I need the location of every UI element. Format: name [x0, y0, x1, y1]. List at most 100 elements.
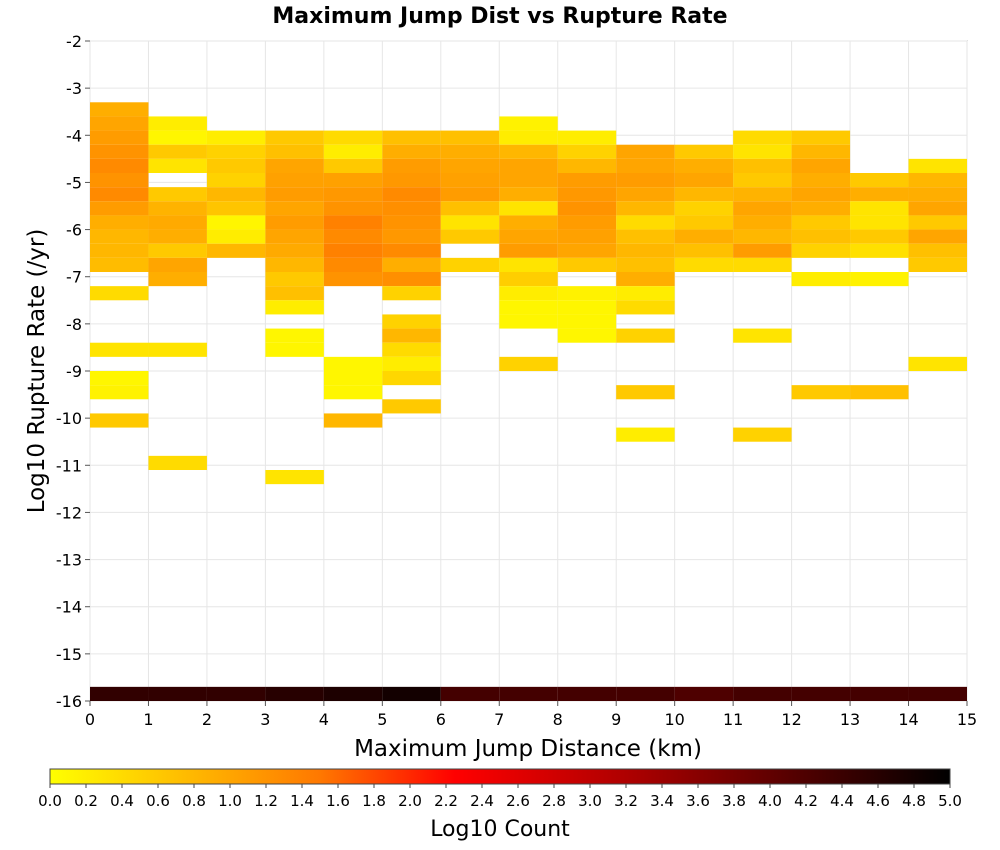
heatmap-cell [382, 272, 441, 287]
heatmap-cell [206, 215, 266, 230]
colorbar-tick-label: 4.8 [902, 792, 926, 810]
colorbar-tick-label: 0.4 [110, 792, 134, 810]
heatmap-cell [265, 272, 324, 287]
x-tick-label: 12 [781, 710, 801, 729]
heatmap-cell [908, 243, 967, 258]
heatmap-cell [616, 286, 675, 301]
heatmap-cell [850, 201, 909, 216]
heatmap-cell [90, 342, 149, 357]
y-tick-label: -14 [56, 598, 82, 617]
bottom-band-cell [265, 686, 324, 701]
heatmap-cell [499, 243, 558, 258]
heatmap-cell [733, 257, 792, 272]
colorbar-tick-label: 1.6 [326, 792, 350, 810]
y-tick-label: -5 [66, 173, 82, 192]
bottom-band-cell [440, 686, 500, 701]
heatmap-cell [382, 215, 441, 230]
heatmap-cell [557, 187, 617, 202]
heatmap-cell [90, 187, 149, 202]
heatmap-cell [499, 187, 558, 202]
heatmap-cell [148, 243, 207, 258]
heatmap-cell [908, 229, 967, 244]
x-tick-label: 3 [260, 710, 270, 729]
heatmap-cell [148, 201, 207, 216]
heatmap-cell [206, 173, 266, 188]
colorbar-tick-label: 4.6 [866, 792, 890, 810]
heatmap-cell [148, 342, 207, 357]
x-tick-label: 7 [494, 710, 504, 729]
heatmap-cell [908, 187, 967, 202]
heatmap-cell [440, 173, 500, 188]
heatmap-cell [674, 257, 734, 272]
heatmap-cell [323, 144, 383, 159]
heatmap-cell [148, 229, 207, 244]
heatmap-cell [850, 243, 909, 258]
heatmap-cell [90, 286, 149, 301]
heatmap-cell [206, 201, 266, 216]
colorbar-label: Log10 Count [430, 817, 570, 842]
colorbar-tick-label: 4.4 [830, 792, 854, 810]
y-tick-label: -4 [66, 126, 82, 145]
heatmap-cell [323, 272, 383, 287]
heatmap-cell [733, 187, 792, 202]
colorbar-tick-label: 1.8 [362, 792, 386, 810]
chart-title: Maximum Jump Dist vs Rupture Rate [272, 4, 727, 29]
heatmap-cell [733, 201, 792, 216]
heatmap-cell [440, 201, 500, 216]
heatmap-cell [908, 173, 967, 188]
heatmap-cell [499, 229, 558, 244]
y-tick-label: -16 [56, 692, 82, 711]
colorbar-tick-label: 1.4 [290, 792, 314, 810]
colorbar-tick-label: 3.6 [686, 792, 710, 810]
heatmap-cell [557, 328, 617, 343]
colorbar [49, 768, 951, 785]
x-tick-label: 9 [611, 710, 621, 729]
heatmap-cell [499, 356, 558, 371]
x-axis-label: Maximum Jump Distance (km) [354, 736, 702, 762]
heatmap-cell [674, 229, 734, 244]
colorbar-tick-label: 3.8 [722, 792, 746, 810]
heatmap-cell [616, 144, 675, 159]
heatmap-cell [499, 286, 558, 301]
bottom-band-cell [557, 686, 617, 701]
x-tick-label: 4 [319, 710, 329, 729]
heatmap-cell [440, 144, 500, 159]
heatmap-cell [265, 144, 324, 159]
y-tick-label: -8 [66, 315, 82, 334]
heatmap-cell [265, 130, 324, 145]
heatmap-cell [323, 385, 383, 400]
heatmap-cell [206, 243, 266, 258]
heatmap-cell [148, 272, 207, 287]
heatmap-cell [382, 229, 441, 244]
colorbar-tick-label: 5.0 [938, 792, 962, 810]
x-tick-label: 14 [898, 710, 918, 729]
heatmap-cell [206, 229, 266, 244]
heatmap-cell [499, 158, 558, 173]
heatmap-cell [382, 144, 441, 159]
heatmap-cell [382, 257, 441, 272]
y-tick-label: -12 [56, 503, 82, 522]
y-tick-label: -10 [56, 409, 82, 428]
heatmap-cell [616, 427, 675, 442]
heatmap-cell [382, 243, 441, 258]
colorbar-tick-label: 4.0 [758, 792, 782, 810]
heatmap-cell [382, 399, 441, 414]
x-tick-label: 6 [436, 710, 446, 729]
heatmap-cell [382, 356, 441, 371]
heatmap-cell [323, 371, 383, 386]
heatmap-cell [206, 187, 266, 202]
x-tick-label: 11 [723, 710, 743, 729]
heatmap-cell [382, 173, 441, 188]
bottom-band-cell [908, 686, 967, 701]
heatmap-cell [674, 158, 734, 173]
x-tick-label: 0 [85, 710, 95, 729]
heatmap-cell [791, 158, 851, 173]
colorbar-tick-label: 2.2 [434, 792, 458, 810]
heatmap-cell [499, 300, 558, 315]
heatmap-cell [791, 201, 851, 216]
heatmap-cell [323, 187, 383, 202]
heatmap-cell [616, 187, 675, 202]
heatmap-cell [791, 229, 851, 244]
heatmap-cell [90, 371, 149, 386]
heatmap-cell [791, 385, 851, 400]
